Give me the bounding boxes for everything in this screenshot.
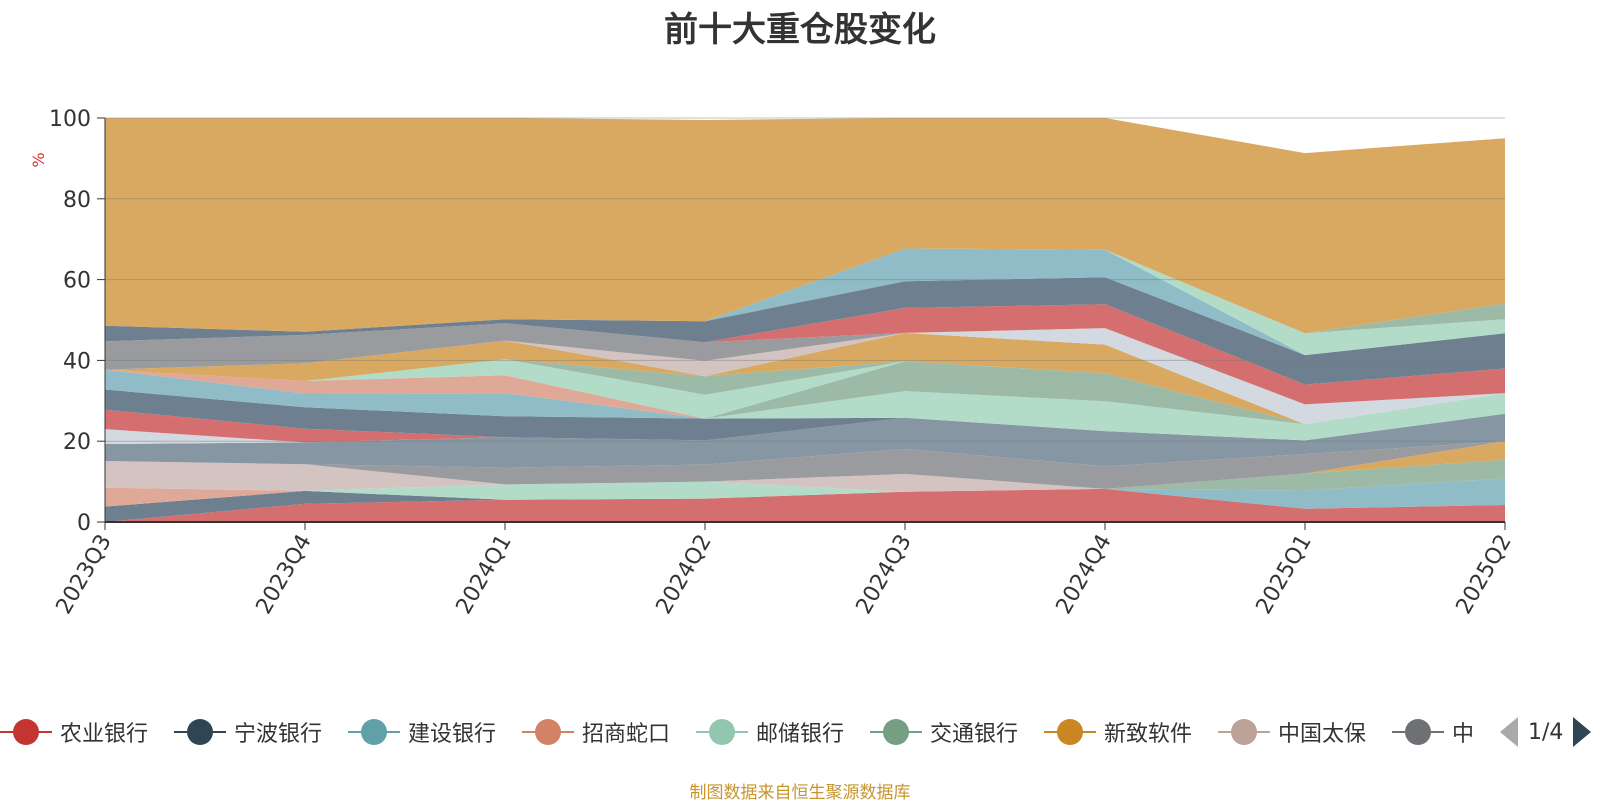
x-tick-label: 2025Q2: [1452, 530, 1517, 618]
x-tick-label: 2023Q4: [252, 530, 317, 618]
legend-item[interactable]: 建设银行: [348, 712, 496, 752]
grid-layer: [105, 117, 1505, 442]
area-series-28: [105, 118, 1505, 334]
x-tick-label: 2023Q3: [52, 530, 117, 618]
area-series-23: [105, 304, 1505, 405]
legend-marker-icon: [0, 719, 52, 745]
area-series-17: [105, 359, 1505, 425]
y-tick-label: 20: [63, 430, 91, 455]
area-series-7: [105, 441, 1505, 492]
legend-label: 中国太保: [1278, 722, 1367, 747]
legend-item[interactable]: 中国平安: [1392, 712, 1475, 752]
legend-item[interactable]: 邮储银行: [696, 712, 844, 752]
area-series-27: [105, 248, 1505, 334]
area-series-10: [105, 413, 1505, 444]
legend-marker-icon: [1392, 719, 1444, 745]
area-series-18: [105, 359, 1505, 425]
area-series-16: [105, 361, 1505, 425]
source-note: 制图数据来自恒生聚源数据库: [689, 783, 911, 803]
x-tick-label: 2024Q4: [1052, 530, 1117, 618]
y-tick-label: 80: [63, 188, 91, 213]
area-series-24: [105, 277, 1505, 385]
legend-label: 邮储银行: [756, 722, 845, 747]
legend-marker-icon: [1044, 719, 1096, 745]
chart-title: 前十大重仓股变化: [664, 10, 936, 50]
area-series-2: [105, 478, 1505, 509]
legend-items: 农业银行 宁波银行 建设银行 招商蛇口 邮储银行 交通银行 新致软件 中国太保 中国平安: [0, 712, 1475, 752]
area-series-19: [105, 332, 1505, 425]
area-series-15: [105, 361, 1505, 425]
y-tick-label: 0: [77, 511, 91, 536]
legend-label: 招商蛇口: [582, 722, 671, 747]
legend-prev-icon[interactable]: [1500, 717, 1518, 747]
legend-marker-icon: [870, 719, 922, 745]
y-tick-label: 40: [63, 349, 91, 374]
y-tick-label: 100: [49, 107, 91, 132]
legend-label: 新致软件: [1104, 722, 1193, 747]
area-series-13: [105, 389, 1505, 441]
area-series-20: [105, 332, 1505, 425]
area-series-12: [105, 389, 1505, 441]
area-series-22: [105, 323, 1505, 425]
legend-item[interactable]: 新致软件: [1044, 712, 1192, 752]
legend-item[interactable]: 宁波银行: [174, 712, 322, 752]
legend-marker-icon: [348, 719, 400, 745]
legend-marker-icon: [174, 719, 226, 745]
area-series-21: [105, 323, 1505, 425]
legend-item[interactable]: 交通银行: [870, 712, 1018, 752]
area-layer: [105, 118, 1505, 522]
legend-label: 交通银行: [930, 722, 1019, 747]
y-axis-unit: %: [29, 152, 48, 167]
area-series-14: [105, 361, 1505, 425]
legend-label: 宁波银行: [234, 722, 323, 747]
legend-item[interactable]: 农业银行: [0, 712, 148, 752]
x-tick-label: 2024Q2: [652, 530, 717, 618]
area-series-26: [105, 248, 1505, 356]
area-series-4: [105, 478, 1505, 500]
x-tick-label: 2025Q1: [1252, 530, 1317, 618]
area-series-9: [105, 413, 1505, 468]
legend-marker-icon: [1218, 719, 1270, 745]
legend-label: 建设银行: [408, 722, 497, 747]
area-series-0: [105, 488, 1505, 522]
legend-item[interactable]: 招商蛇口: [522, 712, 670, 752]
legend-marker-icon: [522, 719, 574, 745]
y-tick-label: 60: [63, 269, 91, 294]
legend-next-icon[interactable]: [1573, 717, 1592, 747]
x-tick-label: 2024Q3: [852, 530, 917, 618]
legend-pager: 1/4: [1500, 716, 1592, 748]
chart-svg: 0 20 40 60 80 100 2023Q3 2023Q4 2024Q1 2024Q2 2024…: [29, 107, 1517, 618]
legend-page-indicator: 1/4: [1528, 719, 1564, 745]
area-series-8: [105, 441, 1505, 489]
x-tick-label: 2024Q1: [452, 530, 517, 618]
legend: 农业银行 宁波银行 建设银行 招商蛇口 邮储银行 交通银行 新致软件 中国太保 中国平安 1/4: [0, 712, 1600, 752]
legend-marker-icon: [696, 719, 748, 745]
legend-label: 农业银行: [60, 722, 149, 747]
legend-item[interactable]: 中国太保: [1218, 712, 1366, 752]
legend-label: 中国平安: [1452, 722, 1475, 747]
